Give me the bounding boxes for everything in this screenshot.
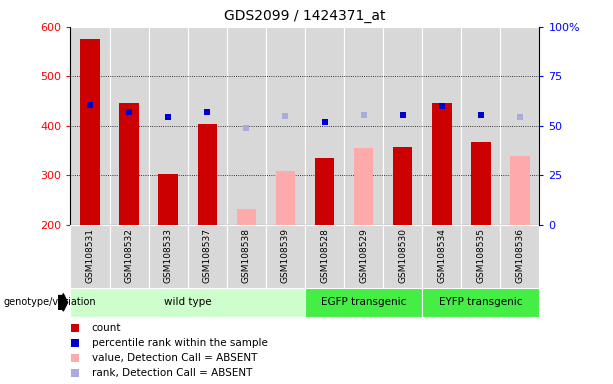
Text: GSM108529: GSM108529	[359, 228, 368, 283]
Bar	[197, 124, 217, 225]
Bar	[237, 209, 256, 225]
Bar	[266, 225, 305, 288]
Bar	[227, 27, 266, 225]
Bar	[70, 288, 305, 317]
Text: EYFP transgenic: EYFP transgenic	[439, 297, 522, 308]
Text: EGFP transgenic: EGFP transgenic	[321, 297, 406, 308]
Bar	[110, 27, 149, 225]
Bar	[422, 27, 462, 225]
Text: GSM108528: GSM108528	[320, 228, 329, 283]
Bar	[188, 225, 227, 288]
Text: percentile rank within the sample: percentile rank within the sample	[91, 338, 267, 348]
Bar	[344, 225, 383, 288]
Bar	[305, 288, 422, 317]
Bar	[471, 142, 490, 225]
Bar	[80, 39, 100, 225]
Text: count: count	[91, 323, 121, 333]
Text: GSM108535: GSM108535	[476, 228, 485, 283]
Bar	[70, 225, 110, 288]
Bar	[510, 156, 530, 225]
Text: GSM108532: GSM108532	[124, 228, 134, 283]
Bar	[305, 225, 344, 288]
Bar	[149, 27, 188, 225]
Bar	[462, 225, 500, 288]
Text: GSM108536: GSM108536	[516, 228, 524, 283]
Bar	[422, 225, 462, 288]
Bar	[70, 27, 110, 225]
Text: rank, Detection Call = ABSENT: rank, Detection Call = ABSENT	[91, 368, 252, 378]
FancyArrow shape	[58, 294, 67, 311]
Text: GSM108534: GSM108534	[437, 228, 446, 283]
Bar	[266, 27, 305, 225]
Bar	[305, 27, 344, 225]
Text: genotype/variation: genotype/variation	[3, 297, 96, 308]
Bar	[462, 27, 500, 225]
Bar	[422, 288, 539, 317]
Bar	[227, 225, 266, 288]
Text: GSM108539: GSM108539	[281, 228, 290, 283]
Bar	[500, 27, 539, 225]
Title: GDS2099 / 1424371_at: GDS2099 / 1424371_at	[224, 9, 386, 23]
Bar	[393, 147, 413, 225]
Bar	[276, 171, 295, 225]
Bar	[120, 103, 139, 225]
Bar	[314, 158, 334, 225]
Text: GSM108533: GSM108533	[164, 228, 173, 283]
Bar	[383, 27, 422, 225]
Bar	[354, 148, 373, 225]
Text: GSM108530: GSM108530	[398, 228, 407, 283]
Text: GSM108537: GSM108537	[203, 228, 211, 283]
Bar	[110, 225, 149, 288]
Bar	[149, 225, 188, 288]
Bar	[158, 174, 178, 225]
Text: value, Detection Call = ABSENT: value, Detection Call = ABSENT	[91, 353, 257, 363]
Bar	[344, 27, 383, 225]
Text: GSM108538: GSM108538	[242, 228, 251, 283]
Bar	[383, 225, 422, 288]
Text: GSM108531: GSM108531	[86, 228, 94, 283]
Bar	[188, 27, 227, 225]
Text: wild type: wild type	[164, 297, 211, 308]
Bar	[500, 225, 539, 288]
Bar	[432, 103, 452, 225]
